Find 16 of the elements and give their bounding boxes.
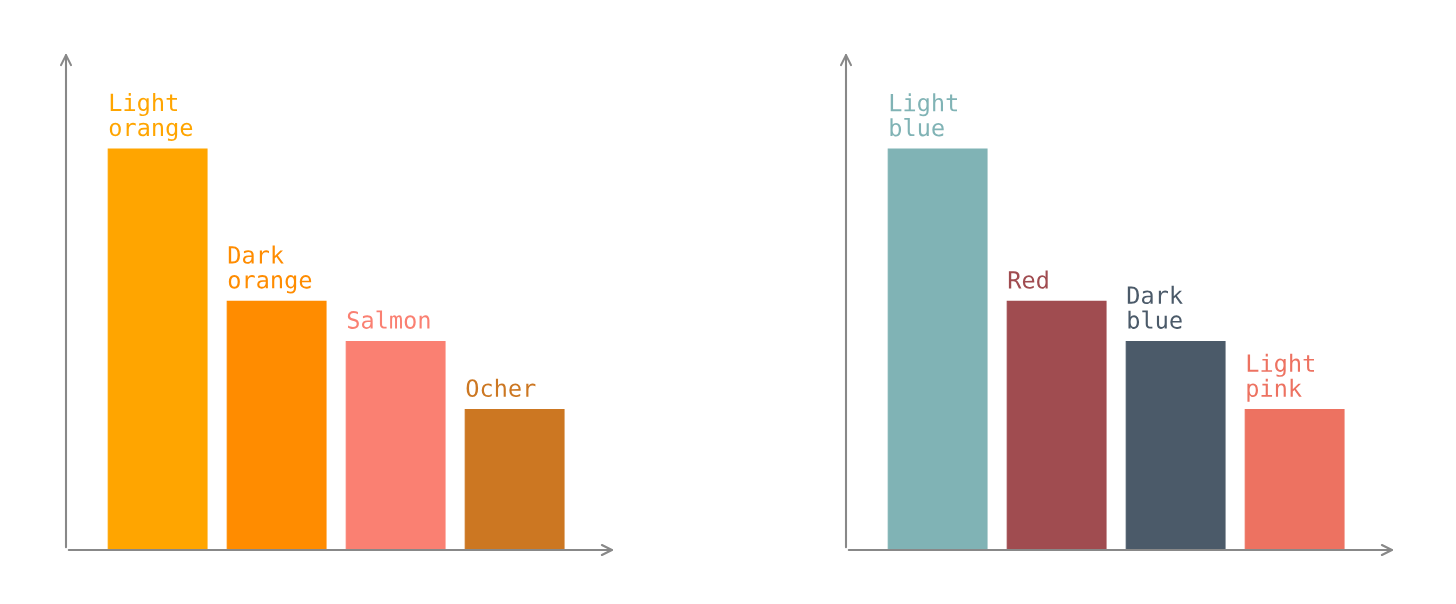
bar	[1244, 409, 1345, 550]
x-tick-label: Dark blue	[1127, 285, 1183, 329]
x-tick-label: Dark orange	[228, 245, 312, 294]
bar	[1006, 300, 1107, 550]
bar	[1125, 340, 1226, 550]
x-tick-label: Ocher	[466, 378, 536, 398]
bar	[345, 340, 446, 550]
bar	[887, 148, 988, 550]
x-tick-label: Light pink	[1247, 353, 1314, 402]
bar	[226, 300, 327, 550]
x-tick-label: Red	[1008, 270, 1048, 289]
bar	[107, 148, 208, 550]
x-tick-label: Salmon	[347, 310, 430, 329]
x-tick-label: Light orange	[109, 93, 193, 142]
bar	[464, 409, 565, 550]
x-tick-label: Light blue	[890, 93, 957, 137]
